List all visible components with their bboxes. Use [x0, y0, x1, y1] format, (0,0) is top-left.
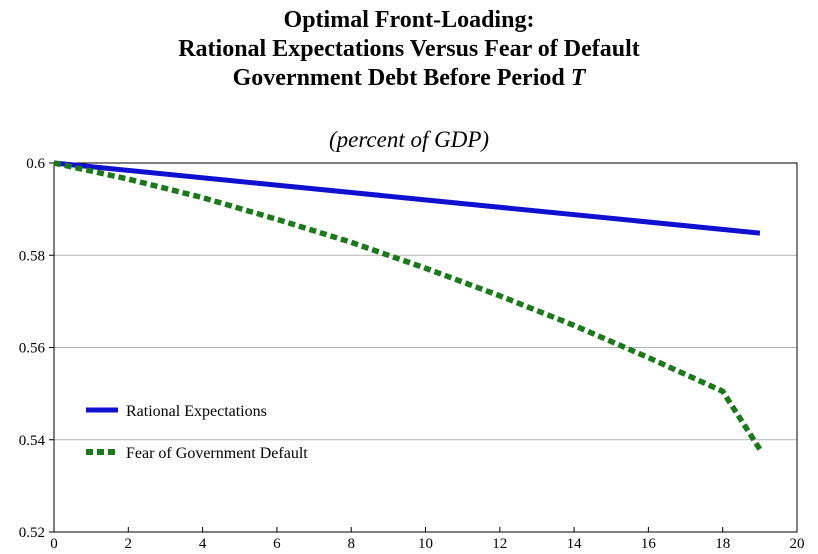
- x-tick-label: 8: [347, 536, 355, 552]
- title-line-2: Rational Expectations Versus Fear of Def…: [178, 36, 640, 62]
- title-line-1: Optimal Front-Loading:: [283, 7, 535, 33]
- title-period-symbol: T: [570, 65, 586, 91]
- legend-label-1: Rational Expectations: [126, 403, 267, 420]
- legend: Rational Expectations Fear of Government …: [86, 403, 308, 462]
- series-lines: [53, 160, 763, 451]
- x-tick-label: 4: [199, 536, 207, 552]
- y-tick-label: 0.58: [19, 248, 45, 264]
- x-tick-label: 12: [492, 536, 507, 552]
- x-tick-label: 16: [641, 536, 657, 552]
- x-tick-label: 6: [273, 536, 281, 552]
- title-line-3-text: Government Debt Before Period: [232, 65, 571, 91]
- y-tick-label: 0.52: [19, 525, 45, 541]
- x-tick-label: 10: [418, 536, 433, 552]
- y-tick-label: 0.54: [19, 433, 46, 449]
- grid-lines: [54, 254, 797, 441]
- legend-label-2: Fear of Government Default: [126, 445, 308, 462]
- chart-subtitle: (percent of GDP): [328, 127, 490, 152]
- x-tick-label: 14: [567, 536, 583, 552]
- axes: 0.52 0.54 0.56 0.58 0.6 0 2 4 6 8 10 12 14 16 18 20: [19, 156, 805, 552]
- chart-title: Optimal Front-Loading: Rational Expectat…: [0, 6, 818, 93]
- title-line-3: Government Debt Before Period T: [0, 64, 818, 93]
- series-line-2: [53, 160, 763, 451]
- x-tick-label: 0: [50, 536, 58, 552]
- x-tick-label: 20: [790, 536, 805, 552]
- y-tick-label: 0.6: [26, 156, 45, 172]
- x-tick-label: 2: [125, 536, 133, 552]
- x-tick-label: 18: [715, 536, 730, 552]
- series-line-1: [53, 160, 761, 236]
- y-tick-label: 0.56: [19, 341, 46, 357]
